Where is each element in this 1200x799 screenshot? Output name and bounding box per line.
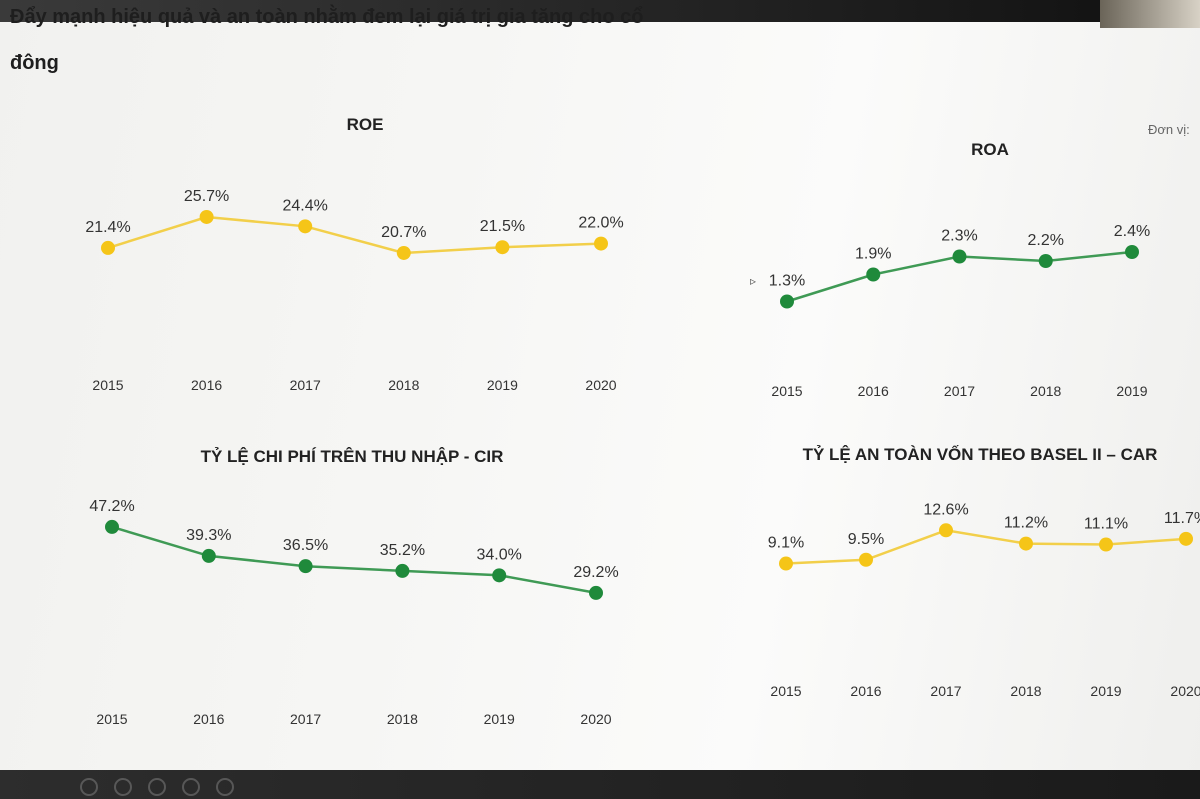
roe-data-label: 21.4% xyxy=(85,219,130,236)
roa-point xyxy=(780,294,794,309)
car-point xyxy=(779,556,793,571)
background-window xyxy=(1100,0,1200,28)
car-data-label: 12.6% xyxy=(923,501,968,518)
cir-x-tick-label: 2017 xyxy=(290,711,321,727)
roa-data-label: 2.4% xyxy=(1114,223,1150,240)
page-heading-continued: đông xyxy=(10,52,59,74)
cir-chart: TỶ LỆ CHI PHÍ TRÊN THU NHẬP - CIR 47.2% 39… xyxy=(89,447,618,727)
cir-point xyxy=(105,519,119,534)
roe-x-tick-label: 2016 xyxy=(191,377,222,393)
car-x-tick-label: 2015 xyxy=(770,683,801,699)
grid-icon[interactable] xyxy=(216,778,234,796)
car-point xyxy=(939,523,953,538)
cir-data-label: 34.0% xyxy=(477,546,522,563)
cir-point xyxy=(201,548,216,563)
car-data-label: 11.7% xyxy=(1164,510,1200,527)
car-chart: TỶ LỆ AN TOÀN VỐN THEO BASEL II – CAR 9.1… xyxy=(768,444,1200,699)
car-data-label: 11.1% xyxy=(1084,516,1128,533)
roa-chart-title: ROA xyxy=(971,140,1009,159)
car-data-label: 9.1% xyxy=(768,535,804,552)
zoom-icon[interactable] xyxy=(182,778,200,796)
roe-x-tick-label: 2015 xyxy=(92,377,123,393)
roe-series-line xyxy=(107,215,602,255)
roe-data-label: 24.4% xyxy=(283,197,328,214)
cir-x-tick-label: 2016 xyxy=(193,711,224,727)
roe-data-label: 25.7% xyxy=(184,188,229,205)
roe-x-tick-label: 2020 xyxy=(585,377,616,393)
roa-data-label: 1.3% xyxy=(769,273,805,290)
car-data-label: 9.5% xyxy=(848,531,884,548)
roe-data-label: 22.0% xyxy=(578,215,623,232)
monitor-bezel-bottom xyxy=(0,770,1200,799)
roe-point xyxy=(396,245,411,260)
roe-chart: ROE 21.4% 25.7% 24.4% 20.7% 21.5% 22.0% 2015 201… xyxy=(85,115,623,393)
cir-data-label: 39.3% xyxy=(186,527,231,544)
roe-chart-title: ROE xyxy=(347,115,384,134)
car-point xyxy=(1179,531,1193,546)
page-heading: Đẩy mạnh hiệu quả và an toàn nhằm đem lạ… xyxy=(10,6,644,28)
roe-point xyxy=(298,219,313,234)
roa-point xyxy=(1125,245,1139,259)
pen-icon[interactable] xyxy=(80,778,98,796)
roe-point xyxy=(594,236,608,251)
cir-data-label: 29.2% xyxy=(573,564,618,581)
car-chart-title: TỶ LỆ AN TOÀN VỐN THEO BASEL II – CAR xyxy=(803,444,1158,464)
cir-x-tick-label: 2019 xyxy=(484,711,515,727)
cir-x-tick-label: 2015 xyxy=(96,711,127,727)
roa-data-label: 2.2% xyxy=(1028,232,1064,249)
car-x-tick-label: 2019 xyxy=(1090,683,1121,699)
roe-data-label: 21.5% xyxy=(480,218,525,235)
roe-x-tick-label: 2017 xyxy=(290,377,321,393)
monitor-bezel-top xyxy=(0,0,1200,22)
roe-x-tick-label: 2019 xyxy=(487,377,518,393)
car-x-tick-label: 2020 xyxy=(1170,683,1200,699)
unit-note: Đơn vị: xyxy=(1148,122,1190,137)
car-series-line xyxy=(785,529,1187,565)
roa-point xyxy=(866,267,881,282)
presentation-toolbar[interactable] xyxy=(80,776,280,798)
cir-point xyxy=(492,568,507,583)
roe-point xyxy=(199,209,214,224)
roa-x-tick-label: 2019 xyxy=(1116,383,1147,399)
roa-data-label: 2.3% xyxy=(941,228,977,245)
cir-data-label: 47.2% xyxy=(89,498,134,515)
car-point xyxy=(1019,536,1033,551)
roa-x-tick-label: 2018 xyxy=(1030,383,1061,399)
car-point xyxy=(1099,537,1113,552)
cir-series-line xyxy=(111,525,597,595)
roe-point xyxy=(101,240,115,255)
roa-chart: ROA 1.3% 1.9% 2.3% 2.2% 2.4% 2015 2016 2017 2018 2… xyxy=(769,140,1150,399)
roa-x-tick-label: 2015 xyxy=(771,383,802,399)
car-point xyxy=(859,552,873,567)
car-x-tick-label: 2016 xyxy=(850,683,881,699)
car-x-tick-label: 2018 xyxy=(1010,683,1041,699)
cir-point xyxy=(395,563,410,578)
roa-point xyxy=(952,249,967,264)
roa-data-label: 1.9% xyxy=(855,246,891,263)
car-data-label: 11.2% xyxy=(1004,515,1048,532)
roa-x-tick-label: 2017 xyxy=(944,383,975,399)
car-x-tick-label: 2017 xyxy=(930,683,961,699)
eraser-icon[interactable] xyxy=(114,778,132,796)
roe-point xyxy=(495,240,510,255)
cir-data-label: 36.5% xyxy=(283,537,328,554)
cir-x-tick-label: 2018 xyxy=(387,711,418,727)
roe-data-label: 20.7% xyxy=(381,224,426,241)
cir-data-label: 35.2% xyxy=(380,542,425,559)
roa-x-tick-label: 2016 xyxy=(858,383,889,399)
roa-point xyxy=(1038,254,1053,268)
mouse-cursor-icon: ▹ xyxy=(750,274,757,288)
roe-x-tick-label: 2018 xyxy=(388,377,419,393)
cir-chart-title: TỶ LỆ CHI PHÍ TRÊN THU NHẬP - CIR xyxy=(201,447,504,466)
cir-point xyxy=(589,585,603,600)
highlighter-icon[interactable] xyxy=(148,778,166,796)
cir-point xyxy=(298,559,313,574)
cir-x-tick-label: 2020 xyxy=(580,711,611,727)
